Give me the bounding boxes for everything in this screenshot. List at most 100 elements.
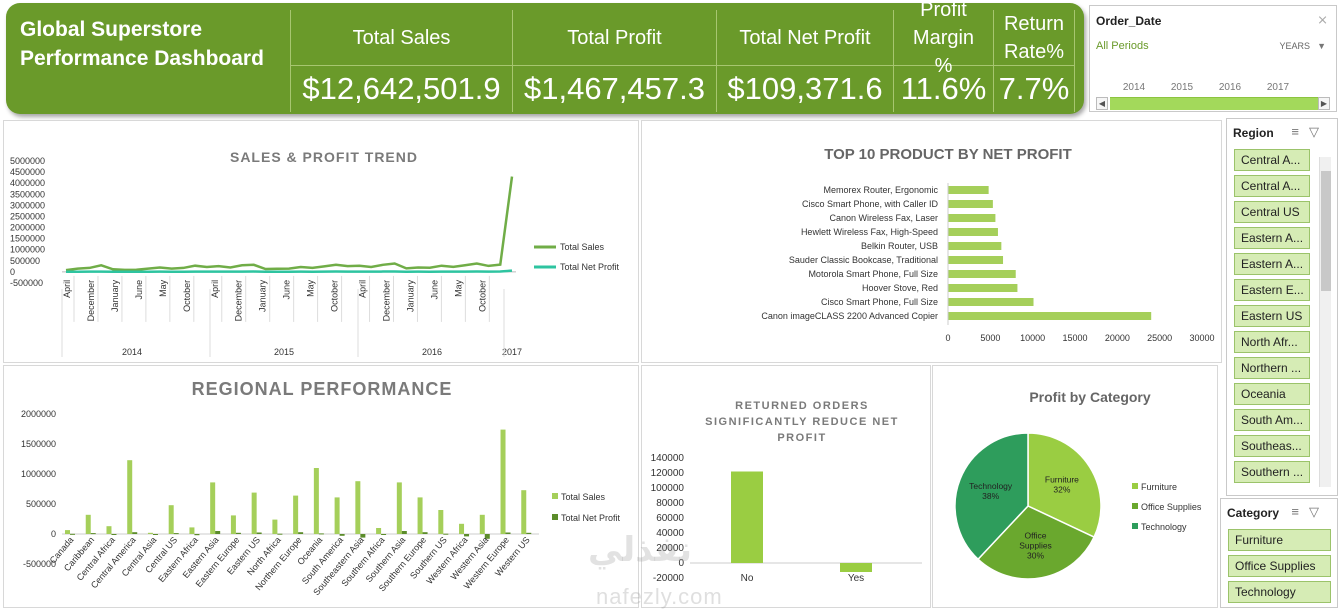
region-bar xyxy=(65,530,70,534)
category-slicer-item[interactable]: Technology xyxy=(1228,581,1331,603)
y-tick-label: 20000 xyxy=(656,543,684,554)
series-line-total-net-profit xyxy=(65,269,513,274)
legend-label: Total Sales xyxy=(561,492,606,502)
timeline-year[interactable]: 2014 xyxy=(1122,82,1146,93)
region-slicer-item[interactable]: Central A... xyxy=(1234,175,1310,197)
y-tick-label: 2000000 xyxy=(21,409,56,419)
legend-label: Technology xyxy=(1141,522,1187,532)
y-tick-label: 120000 xyxy=(651,468,685,479)
clear-filter-icon[interactable]: ▽ xyxy=(1309,124,1329,139)
x-month-label: January xyxy=(258,279,268,312)
x-category-label: Yes xyxy=(848,573,864,584)
scroll-right-icon[interactable]: ▶ xyxy=(1318,97,1330,110)
x-tick-label: 25000 xyxy=(1147,333,1172,343)
dashboard-title: Global Superstore Performance Dashboard xyxy=(20,18,264,70)
region-bar xyxy=(189,527,195,534)
region-bar xyxy=(272,519,278,534)
region-bar xyxy=(443,533,449,535)
timeline-year[interactable]: 2015 xyxy=(1170,82,1194,93)
region-bar xyxy=(417,497,423,534)
legend-swatch xyxy=(552,514,558,520)
chart-title: TOP 10 PRODUCT BY NET PROFIT xyxy=(824,146,1072,163)
legend-label: Total Net Profit xyxy=(561,513,621,523)
pie-slice xyxy=(954,432,1029,561)
region-slicer-item[interactable]: Central A... xyxy=(1234,149,1310,171)
y-tick-label: 0 xyxy=(678,558,684,569)
clear-filter-icon[interactable]: ▽ xyxy=(1309,504,1329,519)
pie-data-label: 30% xyxy=(1027,550,1044,560)
x-month-label: June xyxy=(429,280,439,300)
pie-slice xyxy=(1027,432,1102,539)
region-slicer-item[interactable]: Central US xyxy=(1234,201,1310,223)
legend-swatch xyxy=(1132,503,1138,509)
region-bar xyxy=(90,533,96,535)
y-tick-label: 140000 xyxy=(651,453,685,464)
region-slicer-item[interactable]: Southeas... xyxy=(1234,435,1310,457)
legend-label: Total Net Profit xyxy=(560,262,620,272)
category-slicer-item[interactable]: Furniture xyxy=(1228,529,1331,551)
scroll-left-icon[interactable]: ◀ xyxy=(1096,97,1108,110)
order-date-timeline-slicer[interactable]: Order_Date ⨯ All Periods YEARS ▼ 2014 20… xyxy=(1089,5,1337,112)
region-slicer-item[interactable]: Eastern E... xyxy=(1234,279,1310,301)
returned-orders-panel: RETURNED ORDERS SIGNIFICANTLY REDUCE NET P… xyxy=(641,365,931,608)
category-slicer-title: Category xyxy=(1227,506,1280,520)
dashboard-header-banner: Global Superstore Performance Dashboard … xyxy=(6,0,1084,114)
timeline-year-axis: 2014 2015 2016 2017 xyxy=(1110,82,1322,93)
chart-title: Profit by Category xyxy=(1029,389,1151,405)
timeline-year[interactable]: 2017 xyxy=(1266,82,1290,93)
y-category-label: Sauder Classic Bookcase, Traditional xyxy=(789,255,938,265)
timeline-selection-bar[interactable] xyxy=(1110,97,1322,110)
region-slicer-item[interactable]: Eastern A... xyxy=(1234,253,1310,275)
chart-title-line: RETURNED ORDERS xyxy=(735,400,869,412)
slicer-toolbar: ≡▽ xyxy=(1291,504,1329,520)
region-bar xyxy=(313,468,319,534)
kpi-label: Total Net Profit xyxy=(717,10,893,66)
region-slicer-item[interactable]: Eastern A... xyxy=(1234,227,1310,249)
x-month-label: April xyxy=(62,280,72,298)
timeline-title: Order_Date xyxy=(1096,14,1162,28)
y-tick-label: 60000 xyxy=(656,513,684,524)
y-category-label: Hewlett Wireless Fax, High-Speed xyxy=(801,227,938,237)
sales-profit-trend-panel: SALES & PROFIT TREND 5000000 4500000 400000… xyxy=(3,120,639,363)
multi-select-icon[interactable]: ≡ xyxy=(1291,124,1309,139)
profit-by-category-panel: Profit by Category Furniture 32% Office Supp… xyxy=(932,365,1218,608)
region-slicer-item[interactable]: Southern ... xyxy=(1234,461,1310,483)
region-slicer-item[interactable]: Eastern US xyxy=(1234,305,1310,327)
region-bar xyxy=(381,534,387,535)
scrollbar-thumb[interactable] xyxy=(1321,171,1331,291)
pie-data-label: Supplies xyxy=(1019,540,1052,550)
region-slicer-item[interactable]: South Am... xyxy=(1234,409,1310,431)
category-slicer: Category ≡▽ Furniture Office Supplies Tech… xyxy=(1220,498,1338,608)
region-bar xyxy=(173,533,179,535)
region-slicer-scrollbar[interactable] xyxy=(1319,157,1331,487)
region-slicer-item[interactable]: North Afr... xyxy=(1234,331,1310,353)
region-bar xyxy=(334,497,340,534)
product-bar xyxy=(948,214,996,222)
timeline-year[interactable]: 2016 xyxy=(1218,82,1242,93)
sales-profit-trend-chart: SALES & PROFIT TREND50000004500000400000… xyxy=(10,149,620,357)
pie-data-label: 38% xyxy=(982,491,999,501)
clear-filter-icon[interactable]: ⨯ xyxy=(1317,12,1328,27)
region-slicer-item[interactable]: Northern ... xyxy=(1234,357,1310,379)
kpi-grid: Total Sales $12,642,501.9 Total Profit $… xyxy=(290,0,1075,112)
y-tick-label: 1000000 xyxy=(21,469,56,479)
kpi-label: Profit Margin % xyxy=(894,0,993,77)
region-bar xyxy=(106,526,112,534)
region-bar xyxy=(168,505,174,534)
kpi-value: $12,642,501.9 xyxy=(302,71,501,106)
watermark-arabic: نفذلي xyxy=(588,531,693,569)
category-slicer-item[interactable]: Office Supplies xyxy=(1228,555,1331,577)
region-bar xyxy=(85,514,91,534)
y-category-label: Motorola Smart Phone, Full Size xyxy=(808,269,938,279)
kpi-value: $1,467,457.3 xyxy=(523,71,705,106)
x-month-label: June xyxy=(282,280,292,300)
chevron-down-icon[interactable]: ▼ xyxy=(1317,41,1326,51)
pie-data-label: Furniture xyxy=(1045,474,1079,484)
kpi-return-rate: Return Rate% 7.7% xyxy=(993,10,1075,112)
multi-select-icon[interactable]: ≡ xyxy=(1291,504,1309,519)
x-month-label: October xyxy=(182,280,192,312)
region-slicer-item[interactable]: Oceania xyxy=(1234,383,1310,405)
series-line-total-sales xyxy=(65,176,514,272)
timeline-level-dropdown[interactable]: YEARS xyxy=(1279,41,1310,51)
x-month-label: October xyxy=(477,280,487,312)
